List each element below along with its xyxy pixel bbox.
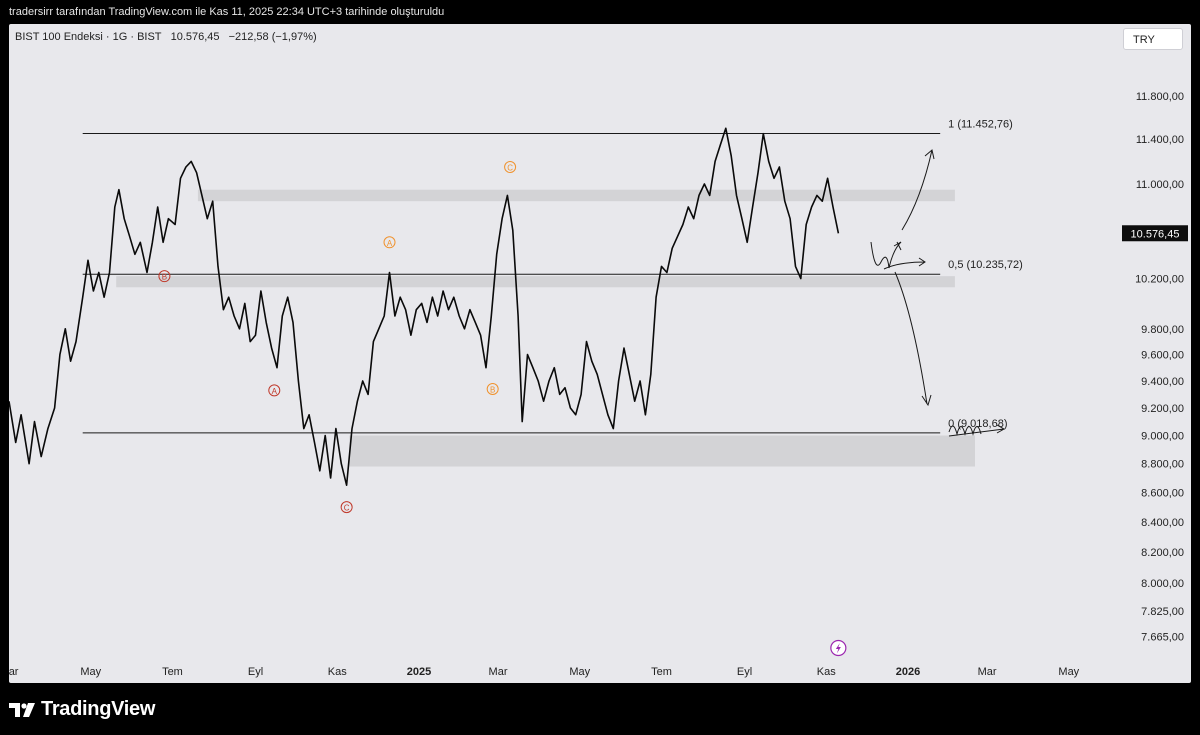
x-axis-tick-label: Tem	[651, 666, 672, 678]
x-axis-tick-label: Mar	[978, 666, 997, 678]
hand-drawn-arrow[interactable]	[948, 424, 1006, 437]
last-price-label: 10.576,45	[1131, 228, 1180, 240]
wave-label: C	[507, 164, 513, 173]
x-axis-tick-label: 2025	[407, 666, 431, 678]
wave-label-circle	[268, 384, 281, 397]
x-axis-tick-label: Mar	[489, 666, 508, 678]
price-line[interactable]	[9, 127, 840, 486]
price-chart[interactable]: 1 (11.452,76) 0,5 (10.235,72) 0 (9.018,68)…	[9, 24, 1191, 683]
y-axis-tick-label: 9.400,00	[1141, 376, 1184, 388]
x-axis-tick-label: May	[569, 666, 590, 678]
hand-drawn-arrow[interactable]	[883, 257, 926, 270]
x-axis-tick-label: Kas	[817, 666, 836, 678]
last-price-tag	[1122, 225, 1188, 242]
hand-drawn-arrow[interactable]	[870, 241, 902, 269]
y-axis-tick-label: 11.400,00	[1136, 134, 1184, 146]
x-axis-tick-label: May	[1058, 666, 1079, 678]
x-axis-tick-label: Eyl	[737, 666, 752, 678]
wave-label-circle	[504, 161, 517, 174]
y-axis-tick-label: 9.600,00	[1141, 350, 1184, 362]
hand-drawn-arrow[interactable]	[901, 149, 935, 231]
y-axis-tick-label: 7.825,00	[1141, 606, 1184, 618]
x-axis-tick-label: May	[80, 666, 101, 678]
x-axis-tick-label: Tem	[162, 666, 183, 678]
tradingview-logo-icon	[9, 702, 35, 717]
wave-label: B	[490, 386, 495, 395]
y-axis-tick-label: 8.600,00	[1141, 487, 1184, 499]
hand-drawn-arrow[interactable]	[894, 271, 932, 407]
wave-label: A	[387, 239, 393, 248]
y-axis-tick-label: 9.000,00	[1141, 430, 1184, 442]
symbol-price: 10.576,45	[170, 31, 220, 43]
wave-label: A	[272, 387, 278, 396]
fib-level-label: 1 (11.452,76)	[948, 118, 1013, 130]
brand-name: TradingView	[41, 698, 156, 720]
symbol-name: BIST 100 Endeksi · 1G · BIST	[15, 31, 162, 43]
wave-label: B	[162, 273, 167, 282]
y-axis-tick-label: 9.200,00	[1141, 403, 1184, 415]
y-axis-tick-label: 8.000,00	[1141, 578, 1184, 590]
x-axis-tick-label: Kas	[328, 666, 347, 678]
x-axis-tick-label: Eyl	[248, 666, 263, 678]
x-axis-tick-label: 2026	[896, 666, 920, 678]
fib-level-label: 0,5 (10.235,72)	[948, 259, 1023, 271]
wave-label-circle	[486, 383, 499, 396]
wave-label-circle	[340, 501, 353, 514]
wave-label-circle	[158, 270, 171, 283]
currency-button[interactable]: TRY	[1123, 28, 1183, 50]
y-axis-tick-label: 8.200,00	[1141, 547, 1184, 559]
y-axis-tick-label: 11.000,00	[1136, 179, 1184, 191]
attribution-text: tradersirr tarafından TradingView.com il…	[9, 6, 445, 18]
support-resistance-zone	[197, 189, 955, 202]
fib-level-label: 0 (9.018,68)	[948, 418, 1007, 430]
x-axis-tick-label: Mar	[9, 666, 19, 678]
y-axis-tick-label: 8.400,00	[1141, 517, 1184, 529]
support-resistance-zone	[116, 276, 955, 288]
y-axis-tick-label: 7.665,00	[1141, 632, 1184, 644]
symbol-change: −212,58 (−1,97%)	[228, 31, 317, 43]
wave-label: C	[344, 504, 350, 513]
y-axis-tick-label: 10.200,00	[1135, 274, 1184, 286]
wave-label-circle	[383, 236, 396, 249]
support-resistance-zone	[349, 435, 976, 467]
attribution-bar: tradersirr tarafından TradingView.com il…	[0, 0, 1200, 24]
hand-drawn-arrow[interactable]	[893, 241, 902, 251]
y-axis-tick-label: 11.800,00	[1136, 91, 1184, 103]
y-axis-tick-label: 8.800,00	[1141, 459, 1184, 471]
footer: TradingView	[0, 683, 1200, 735]
chart-panel[interactable]: BIST 100 Endeksi · 1G · BIST 10.576,45 −…	[9, 24, 1191, 683]
lightning-icon	[835, 643, 841, 654]
symbol-legend: BIST 100 Endeksi · 1G · BIST 10.576,45 −…	[15, 31, 323, 43]
tradingview-logo[interactable]: TradingView	[9, 698, 155, 721]
y-axis-tick-label: 9.800,00	[1141, 324, 1184, 336]
